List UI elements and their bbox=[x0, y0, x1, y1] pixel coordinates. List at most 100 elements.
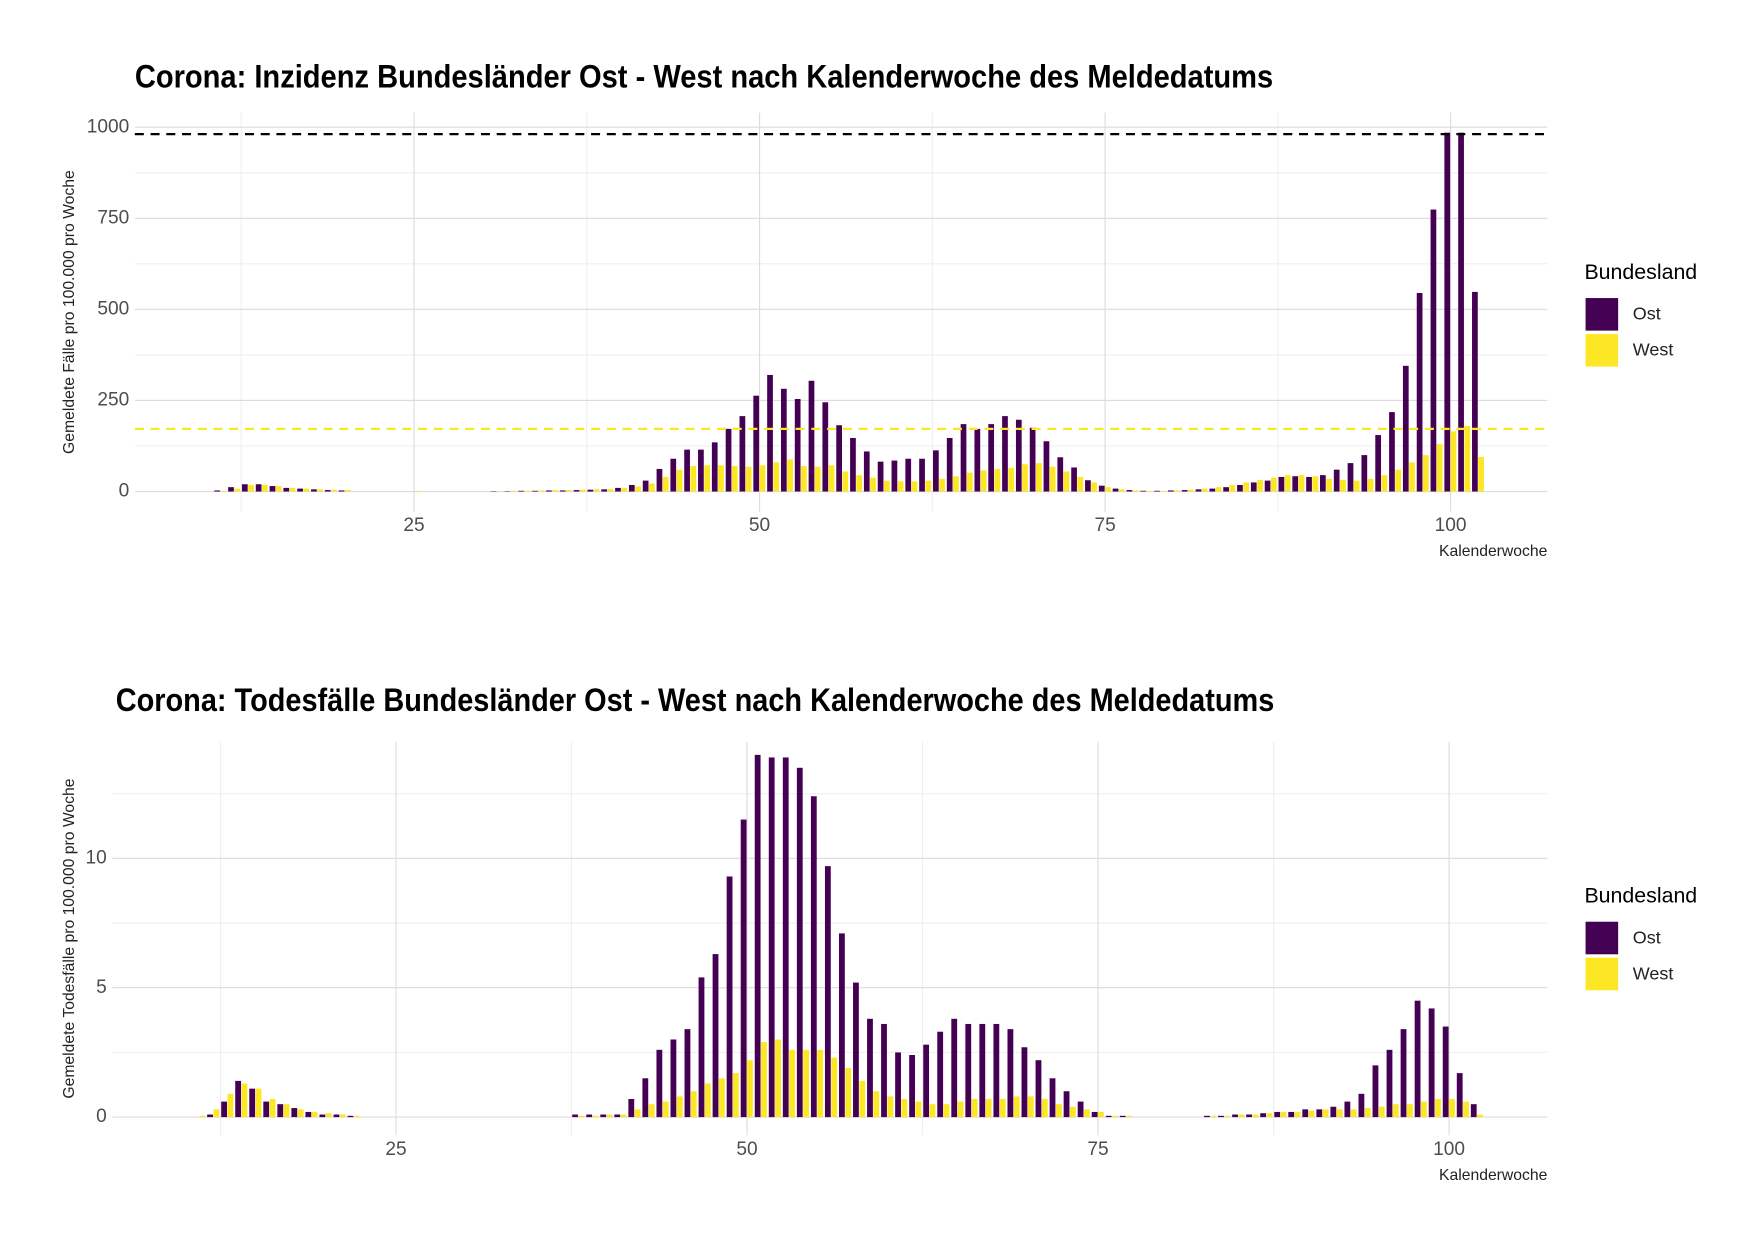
bar bbox=[1444, 132, 1451, 492]
bar bbox=[642, 480, 649, 492]
bar bbox=[1084, 1109, 1090, 1118]
bar bbox=[524, 490, 531, 492]
bar bbox=[593, 489, 600, 492]
bar bbox=[1386, 1049, 1393, 1118]
bar bbox=[1333, 469, 1340, 492]
bar bbox=[946, 437, 953, 492]
bar bbox=[905, 458, 912, 492]
bar bbox=[1344, 1101, 1351, 1118]
bar bbox=[634, 1109, 641, 1118]
bar bbox=[248, 484, 254, 492]
legend-title: Bundesland bbox=[1584, 260, 1697, 284]
legend-label: West bbox=[1633, 963, 1674, 983]
bar bbox=[1312, 476, 1319, 492]
bar bbox=[1091, 1111, 1098, 1118]
bar bbox=[808, 380, 815, 492]
bar bbox=[620, 1114, 627, 1118]
bar bbox=[331, 489, 337, 492]
bar bbox=[1292, 476, 1299, 492]
bar bbox=[255, 1088, 262, 1118]
bar bbox=[1013, 1096, 1020, 1118]
bar bbox=[1091, 482, 1097, 492]
bar bbox=[684, 1029, 691, 1118]
bar bbox=[573, 490, 580, 492]
bar bbox=[836, 425, 842, 492]
bar bbox=[670, 458, 677, 492]
bar bbox=[712, 954, 719, 1118]
bar bbox=[628, 484, 635, 492]
bar bbox=[546, 490, 552, 492]
bar bbox=[1402, 365, 1409, 492]
bar bbox=[1035, 463, 1042, 492]
bar bbox=[1463, 1101, 1469, 1118]
bar bbox=[1041, 1098, 1048, 1118]
bar bbox=[1146, 490, 1153, 492]
bar bbox=[759, 465, 766, 492]
bar bbox=[656, 1049, 663, 1118]
bar bbox=[1252, 1114, 1259, 1118]
bar bbox=[289, 487, 296, 492]
bar bbox=[780, 388, 787, 492]
bar bbox=[1167, 490, 1174, 492]
bar bbox=[347, 1115, 354, 1118]
bar bbox=[1274, 1111, 1281, 1118]
bar bbox=[291, 1108, 298, 1118]
bar bbox=[1406, 1104, 1413, 1118]
bar bbox=[831, 1057, 838, 1118]
legend-key bbox=[1585, 334, 1619, 367]
bar bbox=[863, 451, 870, 492]
bar bbox=[1237, 484, 1243, 492]
bar bbox=[670, 1039, 677, 1118]
bar bbox=[1021, 1047, 1028, 1118]
bar bbox=[919, 458, 925, 492]
y-axis-label: Gemeldete Fälle pro 100.000 pro Woche bbox=[61, 170, 78, 454]
chart: Corona: Inzidenz Bundesländer Ost - West… bbox=[61, 59, 1697, 561]
x-tick-label: 75 bbox=[1087, 1139, 1108, 1160]
bar bbox=[283, 1104, 290, 1118]
bar bbox=[1260, 1113, 1267, 1118]
bar bbox=[794, 398, 801, 492]
bar bbox=[711, 442, 718, 492]
bar bbox=[324, 490, 331, 492]
bar bbox=[1302, 1109, 1309, 1118]
bar bbox=[1288, 1111, 1295, 1118]
x-tick-label: 50 bbox=[736, 1139, 757, 1160]
bar bbox=[732, 1073, 739, 1118]
bar bbox=[1298, 475, 1305, 492]
bar bbox=[845, 1067, 852, 1118]
bar bbox=[297, 1109, 304, 1118]
bar bbox=[566, 490, 572, 492]
bar bbox=[1414, 1000, 1421, 1118]
bar bbox=[1204, 1115, 1210, 1118]
bar bbox=[648, 483, 655, 492]
bar bbox=[339, 1114, 346, 1118]
bar bbox=[767, 374, 773, 492]
bar bbox=[895, 1052, 901, 1118]
bar bbox=[740, 819, 747, 1118]
bar bbox=[1126, 1115, 1132, 1118]
bar bbox=[1322, 1109, 1329, 1118]
bar bbox=[1132, 490, 1139, 492]
bar bbox=[234, 488, 241, 492]
bar bbox=[957, 1101, 964, 1118]
bar bbox=[1119, 1115, 1126, 1118]
bar bbox=[1353, 480, 1360, 492]
bar bbox=[704, 465, 710, 492]
bar bbox=[870, 477, 876, 492]
bar bbox=[1294, 1111, 1301, 1118]
bar bbox=[1007, 1029, 1014, 1118]
bar bbox=[510, 490, 517, 492]
bar bbox=[803, 1049, 810, 1118]
bar bbox=[745, 466, 752, 492]
bar bbox=[1450, 431, 1457, 492]
bar bbox=[747, 1060, 753, 1118]
bar bbox=[726, 876, 733, 1118]
legend-title: Bundesland bbox=[1584, 884, 1697, 908]
bar bbox=[877, 461, 884, 492]
bar bbox=[1435, 1098, 1441, 1118]
bar bbox=[985, 1098, 992, 1118]
bar bbox=[1278, 476, 1285, 492]
bar bbox=[199, 1115, 206, 1118]
bar bbox=[883, 480, 890, 492]
